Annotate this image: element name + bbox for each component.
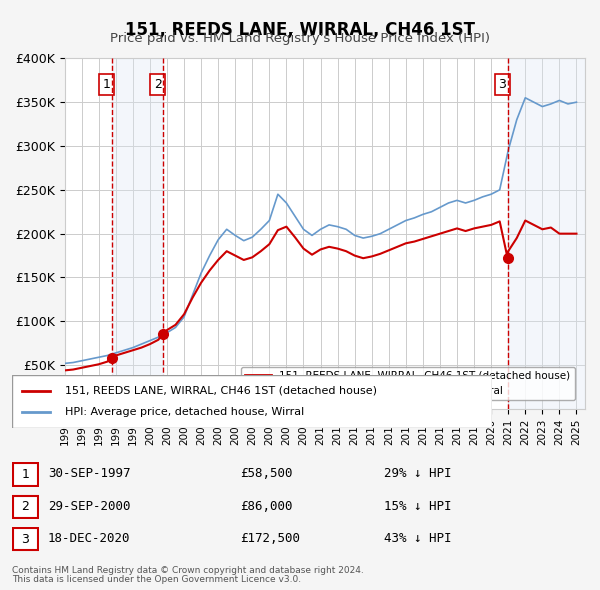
Text: £58,500: £58,500 <box>240 467 293 480</box>
Text: 18-DEC-2020: 18-DEC-2020 <box>48 532 131 545</box>
Text: £86,000: £86,000 <box>240 500 293 513</box>
Text: 2: 2 <box>22 500 29 513</box>
Text: 3: 3 <box>22 533 29 546</box>
Text: 151, REEDS LANE, WIRRAL, CH46 1ST (detached house): 151, REEDS LANE, WIRRAL, CH46 1ST (detac… <box>65 386 377 395</box>
Text: 43% ↓ HPI: 43% ↓ HPI <box>384 532 451 545</box>
Text: 29% ↓ HPI: 29% ↓ HPI <box>384 467 451 480</box>
Text: 151, REEDS LANE, WIRRAL, CH46 1ST: 151, REEDS LANE, WIRRAL, CH46 1ST <box>125 21 475 39</box>
FancyBboxPatch shape <box>12 375 492 428</box>
Text: 2: 2 <box>154 78 161 91</box>
Text: HPI: Average price, detached house, Wirral: HPI: Average price, detached house, Wirr… <box>65 407 304 417</box>
Text: 15% ↓ HPI: 15% ↓ HPI <box>384 500 451 513</box>
FancyBboxPatch shape <box>13 528 38 550</box>
Bar <box>508 58 585 409</box>
Text: £172,500: £172,500 <box>240 532 300 545</box>
Text: 3: 3 <box>499 78 506 91</box>
Text: 1: 1 <box>22 468 29 481</box>
Text: This data is licensed under the Open Government Licence v3.0.: This data is licensed under the Open Gov… <box>12 575 301 584</box>
FancyBboxPatch shape <box>13 463 38 486</box>
Text: 30-SEP-1997: 30-SEP-1997 <box>48 467 131 480</box>
Text: 29-SEP-2000: 29-SEP-2000 <box>48 500 131 513</box>
FancyBboxPatch shape <box>13 496 38 518</box>
Text: Contains HM Land Registry data © Crown copyright and database right 2024.: Contains HM Land Registry data © Crown c… <box>12 566 364 575</box>
Text: Price paid vs. HM Land Registry's House Price Index (HPI): Price paid vs. HM Land Registry's House … <box>110 32 490 45</box>
Bar <box>112 58 163 409</box>
Legend: 151, REEDS LANE, WIRRAL, CH46 1ST (detached house), HPI: Average price, detached: 151, REEDS LANE, WIRRAL, CH46 1ST (detac… <box>241 367 575 400</box>
Text: 1: 1 <box>103 78 110 91</box>
